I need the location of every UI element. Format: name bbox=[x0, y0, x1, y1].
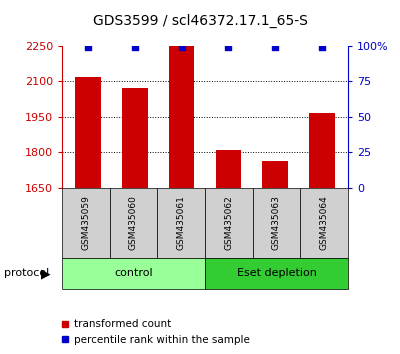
Text: GSM435063: GSM435063 bbox=[272, 195, 281, 251]
Text: ▶: ▶ bbox=[41, 267, 51, 280]
Bar bbox=[75, 77, 101, 188]
Bar bbox=[216, 150, 241, 188]
Point bbox=[272, 45, 278, 50]
Text: GSM435061: GSM435061 bbox=[177, 195, 186, 251]
Legend: transformed count, percentile rank within the sample: transformed count, percentile rank withi… bbox=[57, 315, 254, 349]
Point bbox=[225, 45, 232, 50]
Text: GSM435059: GSM435059 bbox=[81, 195, 90, 251]
Text: GDS3599 / scl46372.17.1_65-S: GDS3599 / scl46372.17.1_65-S bbox=[92, 14, 308, 28]
Text: GSM435062: GSM435062 bbox=[224, 196, 233, 250]
Text: control: control bbox=[114, 268, 153, 279]
Bar bbox=[262, 161, 288, 188]
Text: GSM435064: GSM435064 bbox=[320, 196, 329, 250]
Point bbox=[178, 45, 185, 50]
Text: GSM435060: GSM435060 bbox=[129, 195, 138, 251]
Bar bbox=[122, 88, 148, 188]
Bar bbox=[169, 46, 194, 188]
Point bbox=[319, 45, 326, 50]
Text: protocol: protocol bbox=[4, 268, 49, 279]
Bar bbox=[309, 113, 335, 188]
Text: Eset depletion: Eset depletion bbox=[236, 268, 316, 279]
Point bbox=[132, 45, 138, 50]
Point bbox=[84, 45, 91, 50]
